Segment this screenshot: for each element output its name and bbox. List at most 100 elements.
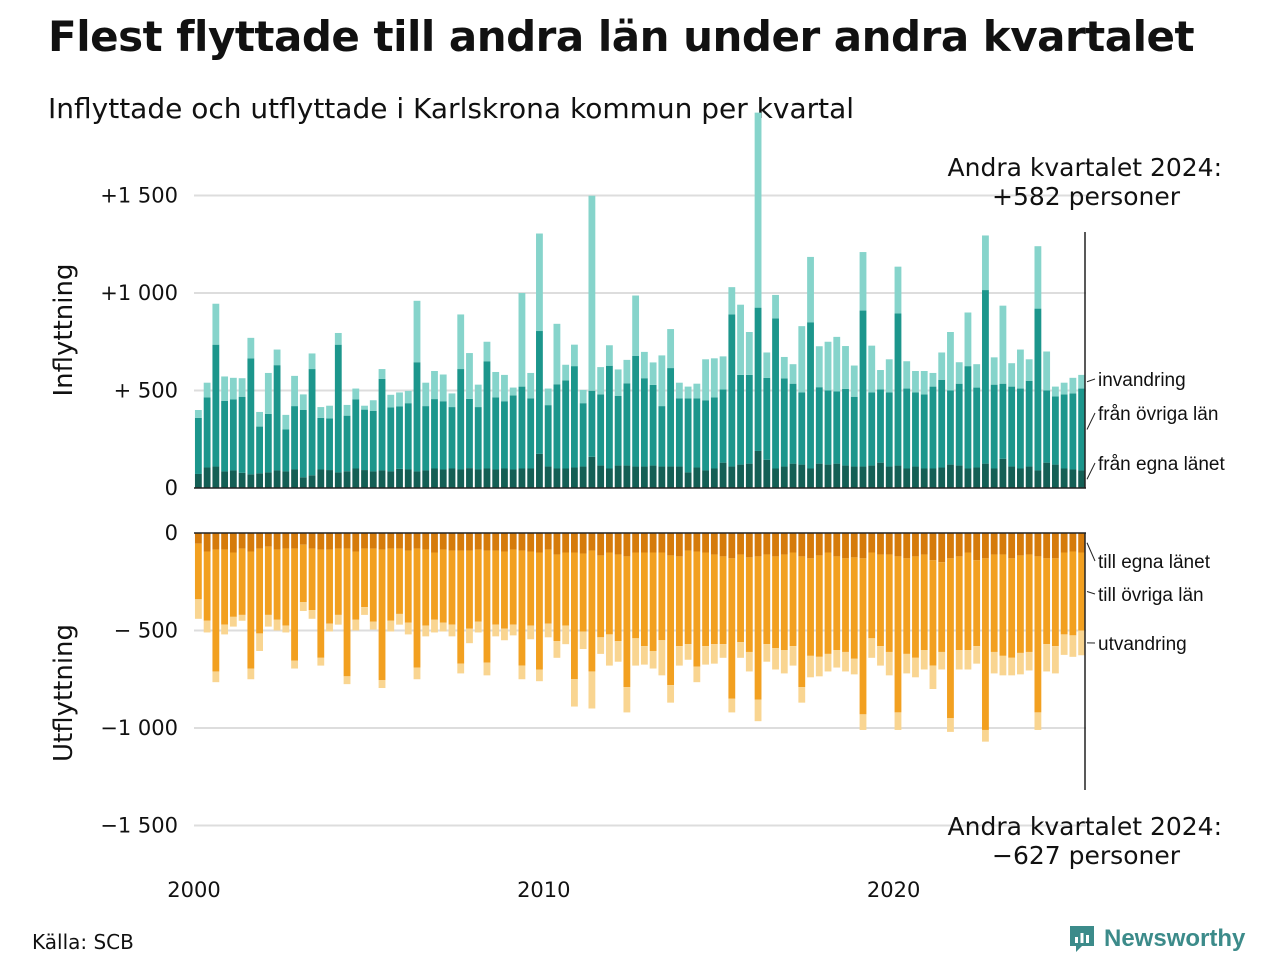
bar-segment [1051, 386, 1059, 397]
bar-segment [868, 345, 876, 393]
bar-segment [693, 551, 701, 667]
bar-segment [614, 369, 622, 396]
bar-segment [387, 548, 395, 621]
bar-segment [299, 394, 307, 410]
bar-segment [877, 370, 884, 390]
bar-segment [684, 386, 692, 399]
bar-segment [579, 553, 587, 632]
bar-segment [693, 533, 701, 552]
bar-segment [632, 533, 640, 553]
bar-segment [221, 400, 229, 472]
bar-segment [667, 533, 675, 556]
bar-segment [684, 644, 692, 660]
bar-segment [842, 651, 849, 672]
bar-segment [1043, 462, 1051, 488]
y-tick-label: 0 [165, 521, 178, 545]
bar-segment [378, 549, 386, 681]
bar-segment [334, 472, 342, 488]
bar-segment [815, 555, 823, 657]
bar-segment [868, 638, 876, 658]
brand-logo: Newsworthy [1068, 924, 1245, 954]
bar-segment [282, 471, 290, 488]
bar-segment [229, 616, 237, 627]
bar-segment [868, 533, 876, 553]
bar-segment [710, 644, 718, 664]
bar-segment [877, 554, 884, 647]
bar-segment [203, 551, 211, 621]
bar-segment [894, 533, 902, 557]
bar-segment [387, 533, 395, 549]
bar-segment [614, 641, 622, 662]
bar-segment [247, 474, 255, 488]
bar-segment [247, 551, 255, 669]
bar-segment [492, 397, 500, 470]
bar-segment [273, 470, 281, 488]
bar-segment [605, 365, 613, 469]
bar-segment [1008, 466, 1016, 488]
bar-segment [702, 470, 709, 488]
bar-segment [194, 599, 202, 619]
bar-segment [710, 397, 718, 469]
bar-segment [317, 657, 325, 666]
bar-segment [343, 415, 351, 472]
bar-segment [964, 366, 972, 469]
bar-segment [955, 650, 963, 670]
bar-segment [544, 549, 552, 624]
bar-segment [719, 462, 727, 488]
bar-segment [982, 558, 989, 730]
bar-segment [938, 562, 946, 652]
bar-segment [203, 533, 211, 552]
bar-segment [815, 656, 823, 677]
bar-segment [326, 623, 333, 632]
bar-segment [614, 554, 622, 642]
bar-segment [448, 407, 456, 469]
bar-segment [509, 549, 517, 625]
bar-segment [536, 669, 543, 682]
bar-segment [763, 533, 771, 555]
bar-segment [579, 466, 587, 488]
bar-segment [509, 533, 517, 550]
bar-segment [1025, 466, 1033, 488]
bar-segment [1051, 396, 1059, 465]
bar-segment [474, 469, 482, 488]
bar-segment [877, 389, 884, 463]
bar-segment [842, 465, 849, 488]
bar-segment [675, 382, 683, 399]
bar-segment [885, 554, 893, 652]
bar-segment [789, 383, 797, 464]
bar-segment [693, 398, 701, 468]
bar-segment [404, 390, 412, 404]
bar-segment [553, 323, 561, 385]
bar-segment [772, 533, 779, 557]
bar-segment [474, 549, 482, 622]
bar-segment [850, 557, 858, 659]
bar-segment [229, 533, 237, 553]
bar-segment [238, 378, 246, 397]
bar-segment [623, 556, 631, 688]
bar-segment [361, 607, 368, 615]
bar-segment [947, 533, 954, 559]
bar-segment [194, 473, 202, 488]
bar-segment [798, 556, 806, 688]
bar-segment [903, 533, 911, 559]
bar-segment [973, 387, 981, 468]
bar-segment [562, 380, 570, 469]
bar-segment [798, 326, 806, 393]
bar-segment [999, 655, 1007, 676]
bar-segment [675, 533, 683, 557]
bar-segment [361, 548, 368, 608]
bar-segment [396, 533, 403, 549]
bar-segment [728, 314, 736, 467]
bar-segment [728, 558, 736, 699]
bar-segment [684, 398, 692, 473]
bar-segment [640, 533, 648, 553]
bar-segment [877, 533, 884, 555]
bar-segment [702, 646, 709, 665]
bar-segment [247, 358, 255, 475]
bar-segment [256, 633, 263, 651]
bar-segment [842, 388, 849, 466]
bar-segment [509, 387, 517, 396]
bar-segment [920, 468, 928, 488]
bar-segment [614, 465, 622, 488]
y-tick-label: +1 500 [100, 184, 178, 208]
